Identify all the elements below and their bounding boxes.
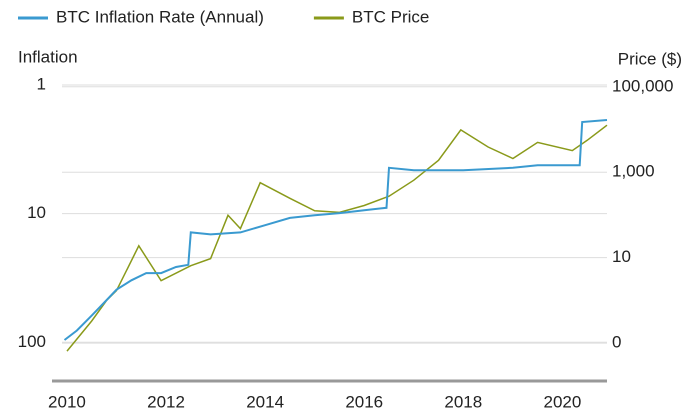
- legend-label: BTC Inflation Rate (Annual): [56, 7, 264, 26]
- x-tick-label: 2020: [543, 392, 581, 411]
- y-tick-label: 100: [18, 332, 46, 351]
- series-line: [66, 124, 608, 352]
- x-tick-label: 2010: [48, 392, 86, 411]
- x-tick-label: 2012: [147, 392, 185, 411]
- x-tick-label: 2014: [246, 392, 284, 411]
- x-tick-label: 2016: [345, 392, 383, 411]
- y2-tick-label: 100,000: [612, 76, 673, 95]
- y2-axis-label: Price ($): [618, 49, 682, 68]
- y-axis-label: Inflation: [18, 47, 78, 66]
- series-line: [63, 119, 608, 341]
- y2-tick-label: 0: [612, 333, 621, 352]
- y-tick-label: 1: [37, 74, 46, 93]
- y2-tick-label: 10: [612, 247, 631, 266]
- legend-label: BTC Price: [352, 7, 429, 26]
- y2-tick-label: 1,000: [612, 162, 655, 181]
- y-tick-label: 10: [27, 203, 46, 222]
- x-tick-label: 2018: [444, 392, 482, 411]
